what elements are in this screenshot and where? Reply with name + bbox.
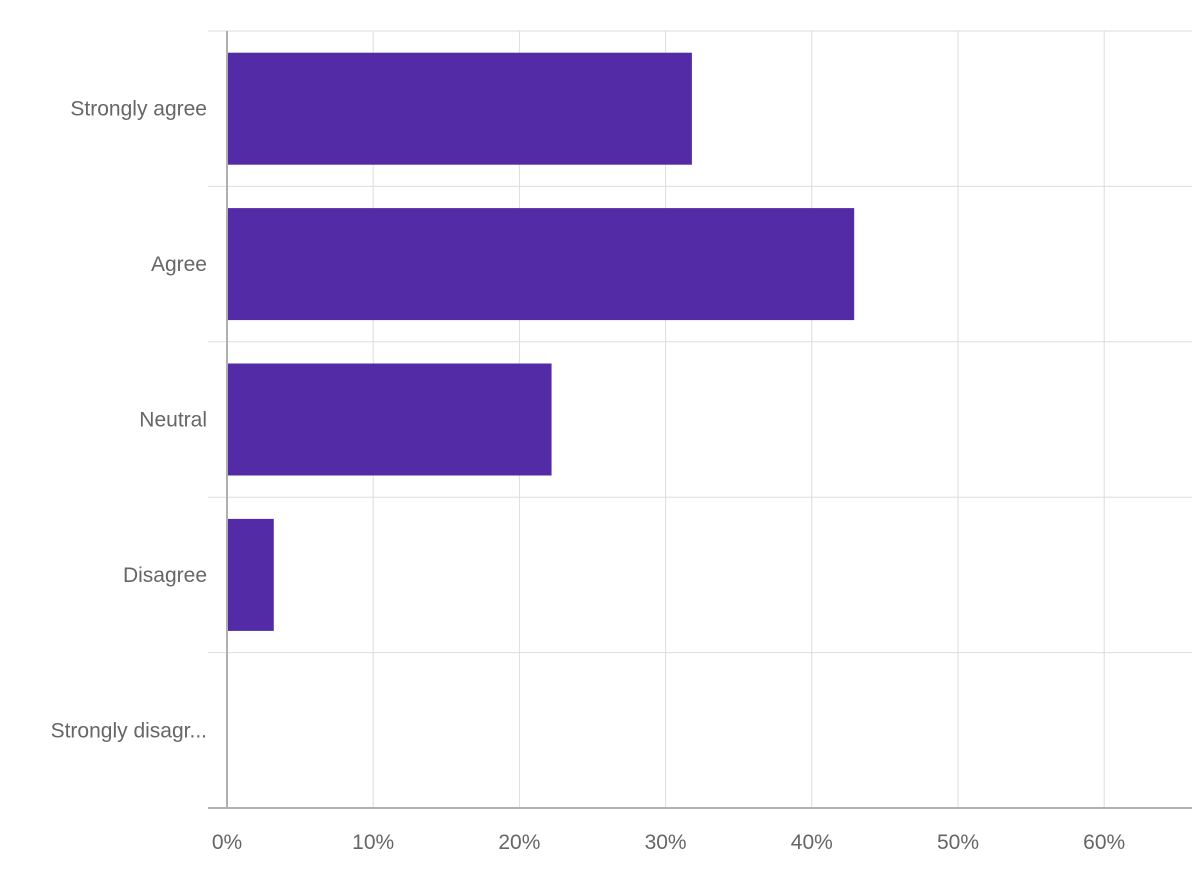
category-labels: Strongly agree Agree Neutral Disagree Strong… <box>51 98 207 743</box>
x-tick-label-1: 10% <box>352 831 394 854</box>
bar-0[interactable] <box>227 52 692 165</box>
x-tick-labels: 0% 10% 20% 30% 40% 50% 60% <box>212 831 1125 854</box>
category-label-0: Strongly agree <box>70 98 207 121</box>
bar-3[interactable] <box>227 518 274 631</box>
category-label-2: Neutral <box>139 409 207 432</box>
x-tick-label-6: 60% <box>1083 831 1125 854</box>
x-tick-label-2: 20% <box>498 831 540 854</box>
category-label-3: Disagree <box>123 564 207 587</box>
x-tick-label-5: 50% <box>937 831 979 854</box>
category-label-1: Agree <box>151 253 207 276</box>
bar-2[interactable] <box>227 363 552 476</box>
bars <box>227 52 855 631</box>
bar-1[interactable] <box>227 208 855 321</box>
category-label-4: Strongly disagr... <box>51 719 207 742</box>
x-tick-label-4: 40% <box>791 831 833 854</box>
x-tick-label-0: 0% <box>212 831 242 854</box>
x-tick-label-3: 30% <box>645 831 687 854</box>
